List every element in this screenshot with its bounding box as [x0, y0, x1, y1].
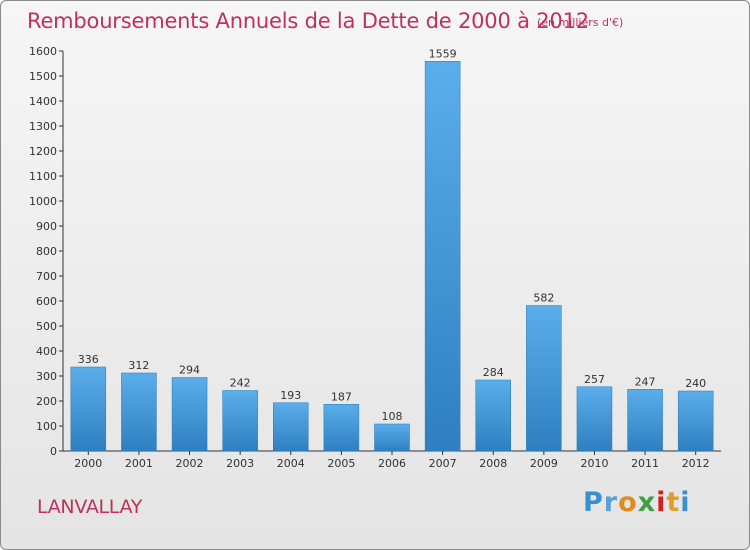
bar [526, 305, 562, 452]
bars [70, 61, 714, 452]
x-tick-label: 2003 [226, 457, 254, 470]
chart-title: Remboursements Annuels de la Dette de 20… [27, 9, 589, 33]
y-tick-label: 1100 [29, 170, 57, 183]
data-label: 193 [280, 389, 301, 402]
data-label: 247 [635, 375, 656, 388]
y-tick-label: 300 [36, 370, 57, 383]
chart-subtitle: (en milliers d'€) [537, 16, 624, 29]
logo-letter: P [583, 487, 604, 518]
bar [677, 390, 714, 452]
commune-name: LANVALLAY [37, 496, 143, 518]
proxiti-logo: Proxiti [583, 487, 691, 518]
x-tick-label: 2001 [125, 457, 153, 470]
bar [576, 386, 613, 452]
bar [374, 423, 410, 452]
data-label: 187 [331, 390, 352, 403]
y-tick-label: 1500 [29, 70, 57, 83]
x-tick-label: 2000 [74, 457, 102, 470]
data-label: 284 [483, 366, 504, 379]
y-tick-label: 1400 [29, 95, 57, 108]
data-label: 108 [382, 410, 403, 423]
x-tick-label: 2010 [580, 457, 608, 470]
y-tick-label: 100 [36, 420, 57, 433]
data-label: 257 [584, 373, 605, 386]
x-tick-label: 2012 [682, 457, 710, 470]
y-tick-label: 1000 [29, 195, 57, 208]
logo-letter: i [680, 487, 691, 518]
logo-letter: r [603, 487, 619, 518]
data-label: 312 [128, 359, 149, 372]
x-tick-label: 2005 [327, 457, 355, 470]
x-tick-label: 2011 [631, 457, 659, 470]
data-label: 582 [533, 292, 554, 305]
bar [222, 390, 258, 452]
logo-letter: x [637, 487, 657, 518]
y-tick-label: 1200 [29, 145, 57, 158]
x-tick-label: 2009 [530, 457, 558, 470]
bar [323, 404, 360, 452]
data-label: 294 [179, 364, 200, 377]
bar [273, 402, 309, 452]
data-labels: 336 312 294 242 193 187 108 1559 284 582 257 247 240 [78, 47, 706, 423]
data-label: 1559 [429, 47, 457, 60]
y-tick-label: 500 [36, 320, 57, 333]
y-tick-label: 800 [36, 245, 57, 258]
bar [70, 366, 107, 452]
y-axis: 0 100 200 300 400 500 600 700 800 900 1000 1100 1200… [29, 45, 64, 458]
y-tick-label: 0 [50, 445, 57, 458]
bar [171, 377, 208, 452]
bar [627, 389, 663, 452]
data-label: 242 [230, 377, 251, 390]
x-tick-label: 2002 [176, 457, 204, 470]
x-tick-label: 2004 [277, 457, 305, 470]
x-tick-label: 2008 [479, 457, 507, 470]
bar [475, 379, 511, 452]
y-tick-label: 400 [36, 345, 57, 358]
y-tick-label: 1300 [29, 120, 57, 133]
y-tick-label: 900 [36, 220, 57, 233]
x-tick-label: 2006 [378, 457, 406, 470]
data-label: 240 [685, 377, 706, 390]
x-tick-label: 2007 [429, 457, 457, 470]
bar [121, 372, 157, 452]
logo-letter: i [656, 487, 667, 518]
y-tick-label: 1600 [29, 45, 57, 58]
bar [424, 61, 461, 452]
y-tick-label: 700 [36, 270, 57, 283]
data-label: 336 [78, 353, 99, 366]
y-tick-label: 600 [36, 295, 57, 308]
x-axis: 2000 2001 2002 2003 2004 2005 2006 2007 2008 2009… [63, 450, 721, 470]
logo-letter: t [666, 487, 681, 518]
y-tick-label: 200 [36, 395, 57, 408]
logo-letter: o [618, 487, 638, 518]
